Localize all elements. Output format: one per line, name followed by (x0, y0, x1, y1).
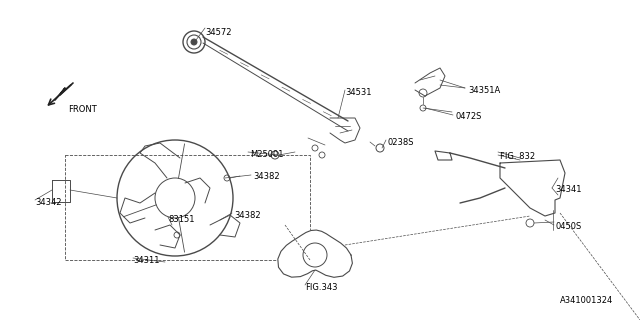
Text: 34342: 34342 (35, 198, 61, 207)
Text: 0450S: 0450S (556, 222, 582, 231)
Text: FRONT: FRONT (68, 105, 97, 114)
Text: 34382: 34382 (234, 211, 260, 220)
Polygon shape (278, 230, 353, 277)
Text: M25001: M25001 (250, 150, 284, 159)
Text: A341001324: A341001324 (560, 296, 613, 305)
Text: 34382: 34382 (253, 172, 280, 181)
Text: 34351A: 34351A (468, 86, 500, 95)
Bar (65, 155, 310, 260)
Text: 34311: 34311 (133, 256, 159, 265)
Text: 0472S: 0472S (455, 112, 481, 121)
Text: 83151: 83151 (168, 215, 195, 224)
Text: FIG. 832: FIG. 832 (500, 152, 535, 161)
Circle shape (191, 39, 197, 45)
Text: FIG.343: FIG.343 (305, 283, 337, 292)
Polygon shape (435, 151, 452, 160)
Text: 0238S: 0238S (388, 138, 415, 147)
Text: 34341: 34341 (555, 185, 582, 194)
Text: 34572: 34572 (205, 28, 232, 37)
Polygon shape (500, 160, 565, 216)
Text: 34531: 34531 (345, 88, 371, 97)
